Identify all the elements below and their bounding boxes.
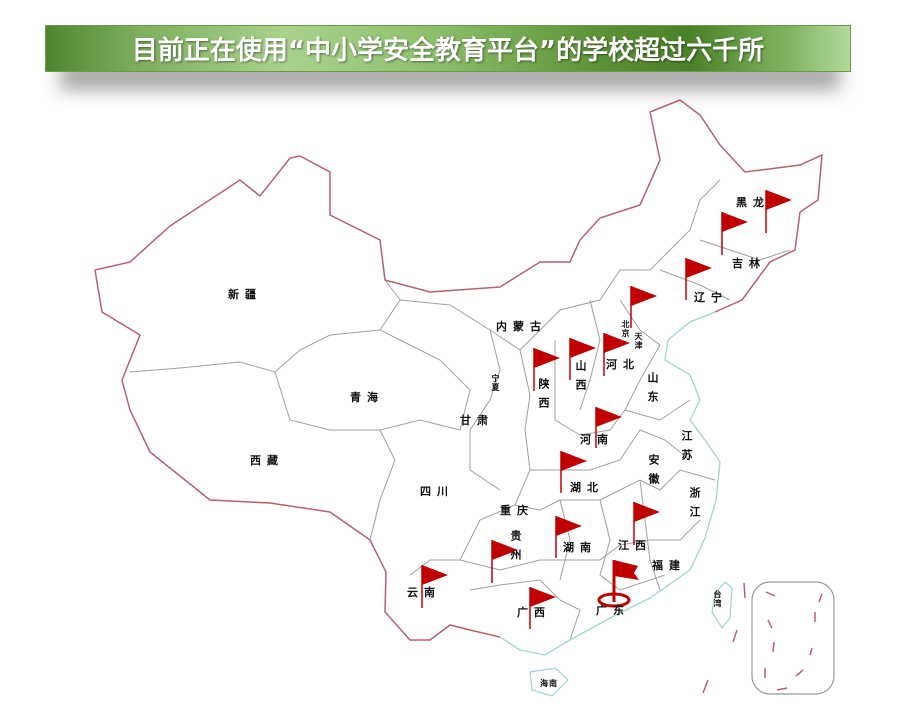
province-label: 西藏: [250, 454, 284, 467]
province-label: 山东: [646, 372, 659, 410]
province-label: 台湾: [713, 590, 723, 608]
red-flag-icon: [595, 407, 622, 448]
province-label: 山西: [574, 360, 587, 398]
province-label: 新疆: [228, 288, 262, 301]
province-label: 辽宁: [694, 291, 728, 304]
province-label: 江西: [618, 539, 652, 552]
province-label: 海南: [540, 678, 558, 688]
page-title: 目前正在使用“中小学安全教育平台”的学校超过六千所: [131, 36, 765, 66]
south-china-sea-inset: [751, 581, 835, 695]
province-label: 黑龙: [736, 196, 770, 209]
province-label: 安徽: [647, 454, 660, 492]
red-flag-icon: [421, 565, 448, 608]
country-border: [94, 99, 823, 641]
province-label: 河南: [580, 433, 614, 446]
nine-dash-line: [702, 582, 823, 694]
red-flag-icon: [630, 286, 657, 328]
province-label: 四川: [420, 485, 454, 498]
province-label: 福建: [652, 559, 686, 572]
red-flag-icon: [533, 348, 560, 391]
red-flag-icon: [597, 560, 639, 608]
province-boundaries: [129, 179, 791, 641]
province-label: 甘肃: [460, 414, 494, 427]
province-label: 广东: [596, 604, 630, 617]
province-label: 北京: [621, 320, 631, 338]
red-flag-icon: [633, 502, 660, 545]
province-label: 湖南: [563, 541, 597, 554]
province-label: 江苏: [680, 430, 693, 468]
province-label: 湖北: [570, 481, 604, 494]
province-label: 青海: [350, 391, 384, 404]
province-label: 广西: [517, 606, 551, 619]
taiwan-island: [711, 581, 733, 630]
coastline: [499, 311, 721, 656]
province-label: 河北: [606, 358, 640, 371]
red-flag-icon: [721, 212, 748, 255]
province-label: 浙江: [688, 487, 701, 525]
red-flag-icon: [560, 451, 587, 493]
province-label: 吉林: [732, 257, 766, 270]
province-label: 重庆: [500, 504, 534, 517]
province-label: 云南: [407, 586, 441, 599]
red-flag-icon: [685, 258, 712, 300]
title-banner: 目前正在使用“中小学安全教育平台”的学校超过六千所: [45, 25, 851, 72]
province-label: 内蒙古: [496, 320, 547, 333]
red-flag-icon: [491, 540, 518, 583]
province-label: 天津: [634, 332, 644, 350]
red-flag-icon: [529, 587, 556, 629]
red-flag-icon: [569, 338, 596, 380]
province-label: 陕西: [537, 378, 550, 416]
red-flag-icon: [555, 516, 582, 558]
red-flag-icon: [603, 333, 630, 376]
province-label: 宁夏: [491, 374, 501, 392]
province-label: 贵州: [509, 530, 522, 568]
red-flag-icon: [765, 190, 792, 233]
hainan-island: [529, 667, 569, 697]
